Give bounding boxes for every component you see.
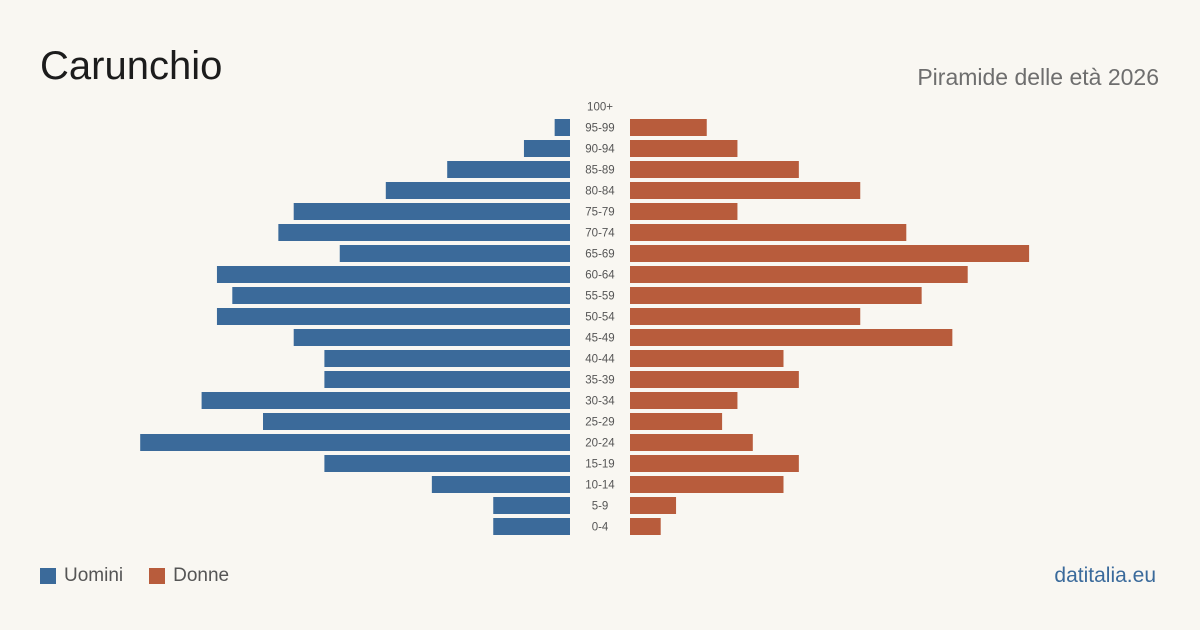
female-bars	[630, 119, 1030, 535]
age-label: 30-34	[585, 396, 615, 408]
bar-male-5-9	[493, 497, 570, 514]
legend-item-male: Uomini	[40, 565, 123, 587]
chart-title: Carunchio	[40, 44, 223, 88]
bar-female-95-99	[630, 119, 707, 136]
age-label: 95-99	[585, 123, 614, 135]
male-bars	[140, 119, 571, 535]
bar-female-85-89	[630, 161, 799, 178]
bar-female-30-34	[630, 392, 738, 409]
bar-male-95-99	[554, 119, 570, 136]
chart-subtitle: Piramide delle età 2026	[917, 64, 1159, 90]
age-label: 35-39	[585, 375, 614, 387]
bar-male-35-39	[324, 371, 570, 388]
bar-female-80-84	[630, 182, 861, 199]
bar-male-85-89	[447, 161, 570, 178]
bar-male-40-44	[324, 350, 570, 367]
bar-male-25-29	[263, 413, 570, 430]
legend: Uomini Donne	[40, 565, 255, 587]
bar-male-10-14	[431, 476, 570, 493]
bar-female-10-14	[630, 476, 784, 493]
bar-male-45-49	[293, 329, 570, 346]
legend-item-female: Donne	[149, 565, 229, 587]
bar-male-0-4	[493, 518, 570, 535]
legend-label-female: Donne	[173, 565, 230, 586]
bar-male-65-69	[339, 245, 570, 262]
bar-female-70-74	[630, 224, 907, 241]
bar-male-15-19	[324, 455, 570, 472]
age-label: 85-89	[585, 165, 614, 177]
bar-female-65-69	[630, 245, 1030, 262]
age-label: 50-54	[585, 312, 615, 324]
bar-female-75-79	[630, 203, 738, 220]
bar-female-55-59	[630, 287, 922, 304]
age-label: 0-4	[592, 522, 609, 534]
age-label: 75-79	[585, 207, 614, 219]
bar-male-50-54	[216, 308, 570, 325]
bar-female-35-39	[630, 371, 799, 388]
age-label: 100+	[587, 102, 613, 114]
age-labels: 100+ 95-99 90-94 85-89 80-84 75-79 70-74 65-69 6…	[585, 102, 615, 534]
bar-female-90-94	[630, 140, 738, 157]
bar-male-80-84	[385, 182, 570, 199]
bar-male-20-24	[140, 434, 570, 451]
age-label: 45-49	[585, 333, 614, 345]
bar-female-60-64	[630, 266, 968, 283]
bar-male-60-64	[216, 266, 570, 283]
age-label: 65-69	[585, 249, 614, 261]
bar-female-15-19	[630, 455, 799, 472]
bar-male-55-59	[232, 287, 571, 304]
age-label: 25-29	[585, 417, 614, 429]
legend-swatch-male	[40, 568, 56, 584]
bar-female-20-24	[630, 434, 753, 451]
age-label: 55-59	[585, 291, 614, 303]
bar-female-45-49	[630, 329, 953, 346]
age-label: 15-19	[585, 459, 614, 471]
brand-link[interactable]: datitalia.eu	[1054, 564, 1156, 587]
bar-female-25-29	[630, 413, 723, 430]
age-label: 40-44	[585, 354, 615, 366]
legend-swatch-female	[149, 568, 166, 584]
bar-male-70-74	[278, 224, 570, 241]
age-label: 5-9	[592, 501, 609, 513]
bar-male-75-79	[293, 203, 570, 220]
bar-female-50-54	[630, 308, 861, 325]
bar-female-40-44	[630, 350, 784, 367]
age-label: 20-24	[585, 438, 615, 450]
bar-female-5-9	[630, 497, 677, 514]
age-label: 70-74	[585, 228, 615, 240]
bar-female-0-4	[630, 518, 661, 535]
age-label: 10-14	[585, 480, 615, 492]
bar-male-30-34	[201, 392, 570, 409]
age-label: 90-94	[585, 144, 615, 156]
legend-label-male: Uomini	[64, 565, 124, 586]
bar-male-90-94	[523, 140, 570, 157]
age-label: 60-64	[585, 270, 615, 282]
age-label: 80-84	[585, 186, 615, 198]
